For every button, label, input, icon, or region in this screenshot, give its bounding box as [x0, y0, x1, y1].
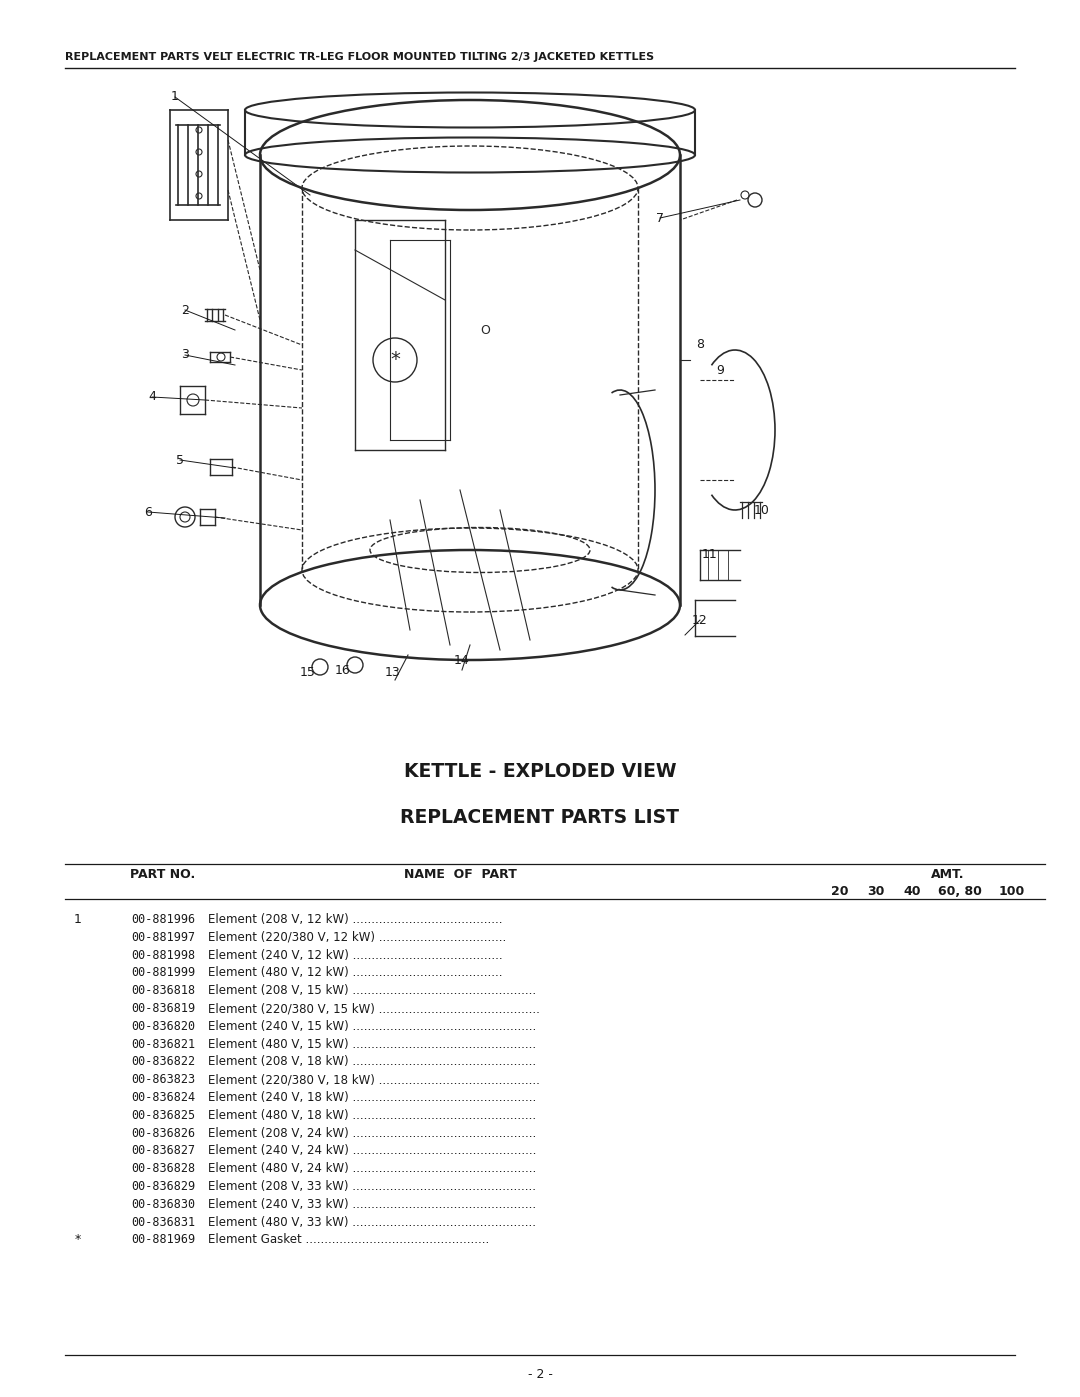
- Text: *: *: [390, 351, 400, 369]
- Text: 12: 12: [692, 613, 707, 626]
- Text: 00-863823: 00-863823: [131, 1073, 195, 1087]
- Text: 00-836821: 00-836821: [131, 1038, 195, 1051]
- Text: 00-836827: 00-836827: [131, 1144, 195, 1157]
- Text: Element (240 V, 12 kW) ........................................: Element (240 V, 12 kW) .................…: [208, 949, 502, 961]
- Text: 60, 80: 60, 80: [939, 886, 982, 898]
- Text: Element (480 V, 15 kW) .................................................: Element (480 V, 15 kW) .................…: [208, 1038, 536, 1051]
- Text: - 2 -: - 2 -: [527, 1368, 553, 1382]
- Text: 00-881969: 00-881969: [131, 1234, 195, 1246]
- Text: 3: 3: [181, 348, 189, 362]
- Text: 20: 20: [832, 886, 849, 898]
- Text: 30: 30: [867, 886, 885, 898]
- Text: Element (480 V, 12 kW) ........................................: Element (480 V, 12 kW) .................…: [208, 967, 502, 979]
- Text: 00-836822: 00-836822: [131, 1055, 195, 1069]
- Text: Element (208 V, 12 kW) ........................................: Element (208 V, 12 kW) .................…: [208, 914, 502, 926]
- Text: 13: 13: [386, 665, 401, 679]
- Text: Element (240 V, 18 kW) .................................................: Element (240 V, 18 kW) .................…: [208, 1091, 537, 1104]
- Text: PART NO.: PART NO.: [131, 868, 195, 882]
- Text: KETTLE - EXPLODED VIEW: KETTLE - EXPLODED VIEW: [404, 761, 676, 781]
- Text: 00-881998: 00-881998: [131, 949, 195, 961]
- Text: Element (480 V, 18 kW) .................................................: Element (480 V, 18 kW) .................…: [208, 1109, 536, 1122]
- Text: Element (220/380 V, 12 kW) ..................................: Element (220/380 V, 12 kW) .............…: [208, 930, 507, 944]
- Text: 00-836820: 00-836820: [131, 1020, 195, 1032]
- Text: 15: 15: [300, 666, 316, 679]
- Text: AMT.: AMT.: [931, 868, 964, 882]
- Text: 00-881996: 00-881996: [131, 914, 195, 926]
- Text: 00-836825: 00-836825: [131, 1109, 195, 1122]
- Text: 00-836819: 00-836819: [131, 1002, 195, 1016]
- Text: 16: 16: [335, 664, 351, 676]
- Text: Element (240 V, 33 kW) .................................................: Element (240 V, 33 kW) .................…: [208, 1197, 536, 1211]
- Text: 7: 7: [656, 211, 664, 225]
- Text: 6: 6: [144, 506, 152, 518]
- Text: Element (220/380 V, 15 kW) ...........................................: Element (220/380 V, 15 kW) .............…: [208, 1002, 540, 1016]
- Text: Element (240 V, 24 kW) .................................................: Element (240 V, 24 kW) .................…: [208, 1144, 537, 1157]
- Text: 11: 11: [702, 549, 718, 562]
- Text: 00-836830: 00-836830: [131, 1197, 195, 1211]
- Text: O: O: [481, 324, 490, 337]
- Text: 00-836831: 00-836831: [131, 1215, 195, 1228]
- Text: REPLACEMENT PARTS VELT ELECTRIC TR-LEG FLOOR MOUNTED TILTING 2/3 JACKETED KETTLE: REPLACEMENT PARTS VELT ELECTRIC TR-LEG F…: [65, 52, 654, 61]
- Text: 00-836818: 00-836818: [131, 985, 195, 997]
- Text: 4: 4: [148, 391, 156, 404]
- Text: 2: 2: [181, 303, 189, 317]
- Text: 5: 5: [176, 454, 184, 467]
- Text: Element (220/380 V, 18 kW) ...........................................: Element (220/380 V, 18 kW) .............…: [208, 1073, 540, 1087]
- Text: 14: 14: [454, 654, 470, 666]
- Text: 00-836828: 00-836828: [131, 1162, 195, 1175]
- Text: Element (480 V, 24 kW) .................................................: Element (480 V, 24 kW) .................…: [208, 1162, 537, 1175]
- Text: 9: 9: [716, 363, 724, 377]
- Text: 8: 8: [696, 338, 704, 352]
- Text: 00-881997: 00-881997: [131, 930, 195, 944]
- Text: 00-836826: 00-836826: [131, 1126, 195, 1140]
- Text: REPLACEMENT PARTS LIST: REPLACEMENT PARTS LIST: [401, 807, 679, 827]
- Text: Element (240 V, 15 kW) .................................................: Element (240 V, 15 kW) .................…: [208, 1020, 537, 1032]
- Text: Element Gasket .................................................: Element Gasket .........................…: [208, 1234, 489, 1246]
- Text: Element (208 V, 33 kW) .................................................: Element (208 V, 33 kW) .................…: [208, 1180, 536, 1193]
- Text: *: *: [75, 1234, 81, 1246]
- Text: 00-836829: 00-836829: [131, 1180, 195, 1193]
- Text: 40: 40: [903, 886, 921, 898]
- Text: Element (208 V, 24 kW) .................................................: Element (208 V, 24 kW) .................…: [208, 1126, 537, 1140]
- Text: 00-881999: 00-881999: [131, 967, 195, 979]
- Text: 10: 10: [754, 503, 770, 517]
- Text: 00-836824: 00-836824: [131, 1091, 195, 1104]
- Text: NAME  OF  PART: NAME OF PART: [404, 868, 516, 882]
- Text: 1: 1: [171, 91, 179, 103]
- Text: 1: 1: [75, 914, 82, 926]
- Text: Element (208 V, 15 kW) .................................................: Element (208 V, 15 kW) .................…: [208, 985, 536, 997]
- Text: Element (208 V, 18 kW) .................................................: Element (208 V, 18 kW) .................…: [208, 1055, 536, 1069]
- Text: Element (480 V, 33 kW) .................................................: Element (480 V, 33 kW) .................…: [208, 1215, 536, 1228]
- Text: 100: 100: [999, 886, 1025, 898]
